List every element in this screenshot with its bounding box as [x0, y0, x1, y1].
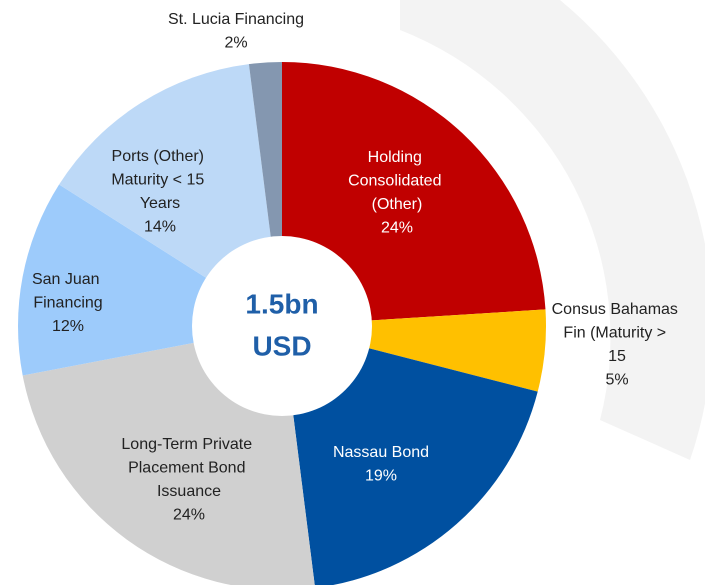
- slice: [282, 62, 546, 326]
- slice-label: Nassau Bond: [333, 444, 429, 461]
- value-label: 14%: [144, 219, 176, 236]
- value-label: 19%: [365, 468, 397, 485]
- slice-label: Holding Consolidated (Other): [348, 149, 446, 213]
- value-label: 2%: [224, 35, 247, 52]
- value-label: 12%: [52, 318, 84, 335]
- slice-label: St. Lucia Financing: [168, 11, 304, 28]
- slice-label: Ports (Other) Maturity < 15 Years: [111, 148, 208, 212]
- slice-label: Consus Bahamas Fin (Maturity > 15: [552, 301, 683, 365]
- donut-hole: [192, 236, 372, 416]
- slice-label: Long-Term Private Placement Bond Issuanc…: [121, 436, 256, 500]
- value-label: 24%: [173, 507, 205, 524]
- center-label: 1.5bn: [245, 288, 318, 319]
- labels: Holding Consolidated (Other) 24% Consus Ba…: [32, 11, 682, 524]
- slice-label: San Juan Financing: [32, 271, 104, 312]
- value-label: 5%: [605, 372, 628, 389]
- background-arc: [400, 0, 705, 460]
- value-label: 24%: [381, 220, 413, 237]
- center-label: USD: [252, 330, 311, 361]
- slice: [282, 326, 538, 585]
